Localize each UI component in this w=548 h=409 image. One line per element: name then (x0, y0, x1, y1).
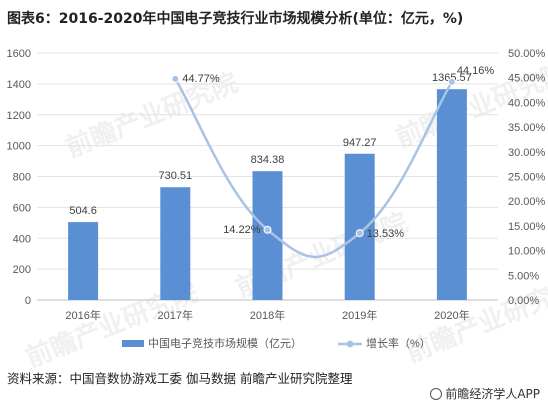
bar-data-label: 834.38 (251, 154, 285, 166)
line-data-label: 44.16% (457, 65, 495, 77)
legend-swatch-bar (122, 340, 144, 347)
chart-title: 图表6：2016-2020年中国电子竞技行业市场规模分析(单位：亿元，%) (7, 11, 464, 27)
bar (252, 171, 283, 300)
y-right-tick-label: 5.00% (508, 270, 539, 282)
line-point (447, 77, 456, 86)
y-left-tick-label: 1600 (7, 48, 31, 60)
bar (68, 222, 99, 300)
y-right-tick-label: 25.00% (508, 172, 546, 184)
y-left-tick-label: 200 (13, 264, 31, 276)
x-tick-label: 2019年 (342, 308, 377, 322)
x-tick-label: 2016年 (65, 308, 100, 322)
line-data-label: 44.77% (182, 73, 220, 85)
y-left-tick-label: 1000 (7, 141, 31, 153)
brand-logo-icon (430, 387, 443, 400)
y-left-tick-label: 0 (25, 295, 31, 307)
x-tick-label: 2018年 (250, 308, 285, 322)
bar-data-label: 947.27 (343, 137, 377, 149)
y-left-tick-label: 400 (13, 233, 31, 245)
y-right-tick-label: 10.00% (508, 246, 546, 258)
y-right-tick-label: 40.00% (508, 97, 546, 109)
bar-data-label: 504.6 (69, 205, 97, 217)
y-right-tick-label: 15.00% (508, 221, 546, 233)
x-tick-label: 2020年 (434, 308, 469, 322)
bar (344, 153, 375, 300)
line-point (171, 74, 180, 83)
brand-name: 前瞻经济学人APP (445, 387, 540, 401)
line-point (355, 229, 364, 238)
y-right-tick-label: 20.00% (508, 196, 546, 208)
y-right-tick-label: 30.00% (508, 147, 546, 159)
y-right-tick-label: 0.00% (508, 295, 539, 307)
y-right-tick-label: 35.00% (508, 122, 546, 134)
line-data-label: 14.22% (223, 224, 261, 236)
brand-mark: 前瞻经济学人APP (430, 385, 540, 402)
y-left-tick-label: 1200 (7, 110, 31, 122)
series-line-growth-rate (174, 78, 453, 259)
y-right-tick-label: 45.00% (508, 73, 546, 85)
y-right-tick-label: 50.00% (508, 48, 546, 60)
bar (160, 187, 191, 300)
line-data-label: 13.53% (367, 228, 405, 240)
legend-label-line: 增长率（%） (366, 336, 431, 350)
y-left-tick-label: 800 (13, 172, 31, 184)
legend-label-bar: 中国电子竞技市场规模（亿元） (148, 336, 302, 350)
y-left-tick-label: 1400 (7, 79, 31, 91)
legend-swatch-marker (346, 340, 354, 348)
y-left-tick-label: 600 (13, 202, 31, 214)
bar-data-label: 730.51 (158, 170, 192, 182)
line-point (263, 225, 272, 234)
bar (436, 89, 467, 301)
source-note: 资料来源：中国音数协游戏工委 伽马数据 前瞻产业研究院整理 (7, 371, 353, 386)
x-tick-label: 2017年 (158, 308, 193, 322)
